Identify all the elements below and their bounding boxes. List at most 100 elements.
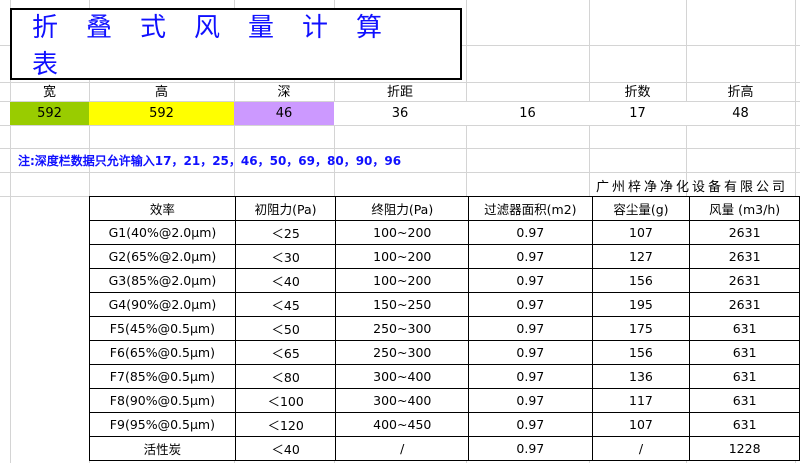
table-cell[interactable]: 400~450 [335,412,470,437]
table-cell[interactable]: 631 [689,340,800,365]
page-title: 折叠式风量计算表 [10,8,462,80]
table-cell[interactable]: 0.97 [468,220,593,245]
table-cell[interactable]: ＜50 [234,316,337,341]
table-cell[interactable]: ＜65 [234,340,337,365]
table-cell[interactable]: ＜25 [234,220,337,245]
table-cell[interactable]: 150~250 [335,292,470,317]
grid-line [0,82,800,83]
table-row: G2(65%@2.0μm) ＜30 100~200 0.97 127 2631 [89,244,800,269]
input-value-cell[interactable]: 592 [89,102,234,125]
table-cell[interactable]: 631 [689,388,800,413]
table-cell[interactable]: 300~400 [335,388,470,413]
table-cell[interactable]: G2(65%@2.0μm) [89,244,236,269]
table-cell[interactable]: ＜40 [234,268,337,293]
input-value-cell[interactable]: 48 [686,102,795,125]
table-row: F6(65%@0.5μm) ＜65 250~300 0.97 156 631 [89,340,800,365]
table-cell[interactable]: ＜45 [234,292,337,317]
table-cell[interactable]: 0.97 [468,268,593,293]
filter-table: 效率 初阻力(Pa) 终阻力(Pa) 过滤器面积(m2) 容尘量(g) 风量 (m3/h)… [89,196,800,461]
table-cell[interactable]: ＜120 [234,412,337,437]
table-cell[interactable]: F5(45%@0.5μm) [89,316,236,341]
table-cell[interactable]: 2631 [689,244,800,269]
input-header: 折数 [624,85,651,100]
table-cell[interactable]: 107 [591,220,691,245]
column-header: 效率 [89,196,236,221]
table-cell[interactable]: 250~300 [335,340,470,365]
column-header: 终阻力(Pa) [335,196,470,221]
table-cell[interactable]: ＜30 [234,244,337,269]
table-cell[interactable]: 0.97 [468,244,593,269]
table-row: 活性炭 ＜40/0.97/1228 [89,436,800,461]
input-header: 折距 [386,85,413,100]
table-cell[interactable]: / [335,436,470,461]
table-cell[interactable]: 631 [689,412,800,437]
table-cell[interactable]: 195 [591,292,691,317]
input-header: 深 [277,85,291,100]
input-header [466,80,589,101]
table-cell[interactable]: G1(40%@2.0μm) [89,220,236,245]
input-value-cell[interactable]: 46 [234,102,334,125]
table-cell[interactable]: 156 [591,268,691,293]
table-row: F8(90%@0.5μm) ＜100 300~400 0.97 117 631 [89,388,800,413]
input-value-cell[interactable]: 17 [589,102,686,125]
table-cell[interactable]: 0.97 [468,340,593,365]
table-cell[interactable]: / [591,436,691,461]
input-value-cell[interactable]: 592 [10,102,89,125]
table-cell[interactable]: 活性炭 [89,436,236,461]
column-header: 容尘量(g) [591,196,691,221]
grid-line [0,148,800,149]
grid-line [0,125,800,126]
table-cell[interactable]: 631 [689,364,800,389]
note-text: 注:深度栏数据只允许输入17，21，25，46，50，69，80，90，96 [18,154,402,168]
grid-line [0,101,800,102]
input-value-cell[interactable]: 16 [466,102,589,125]
table-cell[interactable]: 250~300 [335,316,470,341]
table-cell[interactable]: 0.97 [468,436,593,461]
table-cell[interactable]: 1228 [689,436,800,461]
table-row: G3(85%@2.0μm) ＜40 100~200 0.97 156 2631 [89,268,800,293]
table-row: G1(40%@2.0μm) ＜25 100~200 0.97 107 2631 [89,220,800,245]
table-cell[interactable]: 2631 [689,220,800,245]
table-cell[interactable]: 0.97 [468,316,593,341]
table-row: G4(90%@2.0μm) ＜45 150~250 0.97 195 2631 [89,292,800,317]
table-cell[interactable]: F9(95%@0.5μm) [89,412,236,437]
table-cell[interactable]: ＜40 [234,436,337,461]
table-cell[interactable]: 300~400 [335,364,470,389]
input-header: 高 [154,85,168,100]
column-header: 过滤器面积(m2) [468,196,593,221]
table-cell[interactable]: 0.97 [468,364,593,389]
table-cell[interactable]: 136 [591,364,691,389]
table-cell[interactable]: G3(85%@2.0μm) [89,268,236,293]
column-header: 风量 (m3/h) [689,196,800,221]
grid-line [10,0,11,463]
table-cell[interactable]: 0.97 [468,388,593,413]
input-header: 宽 [42,85,56,100]
grid-line [0,172,800,173]
table-cell[interactable]: 156 [591,340,691,365]
table-cell[interactable]: 100~200 [335,268,470,293]
table-cell[interactable]: 2631 [689,292,800,317]
table-row: F5(45%@0.5μm) ＜50 250~300 0.97 175 631 [89,316,800,341]
input-header: 折高 [727,85,754,100]
table-cell[interactable]: 100~200 [335,244,470,269]
table-cell[interactable]: G4(90%@2.0μm) [89,292,236,317]
input-value-cell[interactable]: 36 [334,102,466,125]
table-cell[interactable]: 0.97 [468,412,593,437]
table-cell[interactable]: F8(90%@0.5μm) [89,388,236,413]
company-name: 广州梓净净化设备有限公司 [595,180,788,195]
column-header: 初阻力(Pa) [234,196,337,221]
table-cell[interactable]: ＜100 [234,388,337,413]
table-cell[interactable]: 2631 [689,268,800,293]
table-cell[interactable]: F7(85%@0.5μm) [89,364,236,389]
table-cell[interactable]: 0.97 [468,292,593,317]
table-row: F7(85%@0.5μm) ＜80 300~400 0.97 136 631 [89,364,800,389]
table-cell[interactable]: 100~200 [335,220,470,245]
table-row: F9(95%@0.5μm) ＜120 400~450 0.97 107 631 [89,412,800,437]
table-cell[interactable]: 107 [591,412,691,437]
table-cell[interactable]: 117 [591,388,691,413]
table-cell[interactable]: 127 [591,244,691,269]
table-cell[interactable]: ＜80 [234,364,337,389]
table-cell[interactable]: F6(65%@0.5μm) [89,340,236,365]
table-cell[interactable]: 175 [591,316,691,341]
table-cell[interactable]: 631 [689,316,800,341]
